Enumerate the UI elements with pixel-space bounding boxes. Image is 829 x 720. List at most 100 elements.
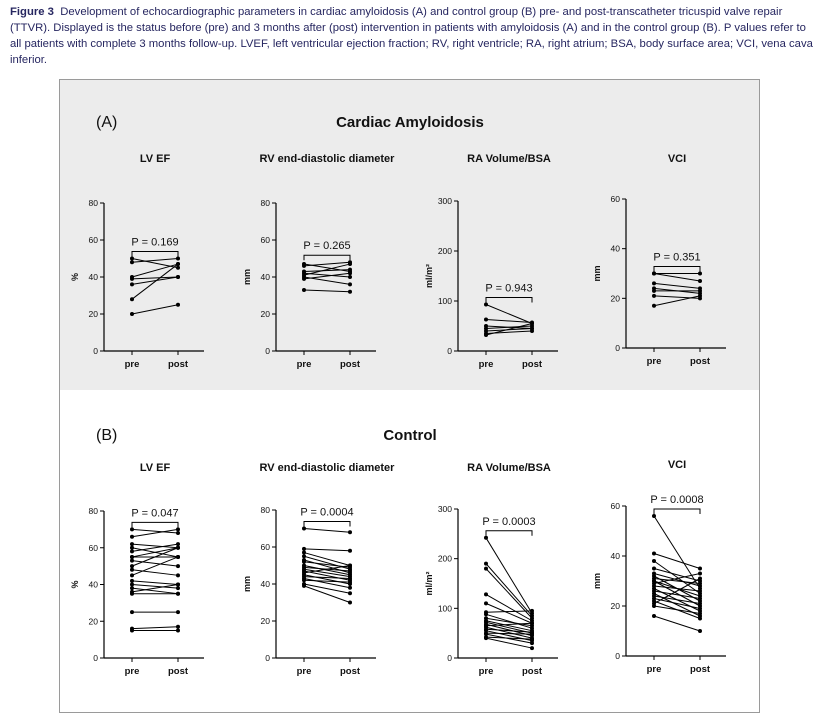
series-line (303, 565, 351, 574)
y-axis-label: mm (592, 573, 602, 589)
charts-group: LV EF 0 20 40 60 80% pre post P = 0.169 RV end-di… (70, 153, 726, 677)
data-point-pre (652, 614, 656, 618)
data-point-pre (302, 526, 306, 531)
data-point-pre (484, 592, 488, 597)
data-point-pre (302, 546, 306, 551)
chart-a-3: RA Volume/BSA 0 100 200 300 ml/m² pre post P = 0… (424, 153, 558, 370)
series-line (485, 304, 533, 324)
series-line (131, 304, 179, 315)
data-point-pre (130, 554, 134, 559)
y-tick-label: 20 (89, 616, 99, 626)
y-tick-label: 80 (89, 198, 99, 208)
series-line (485, 628, 533, 633)
chart-b-1: LV EF 0 20 40 60 80% pre post P = 0.047 (70, 462, 204, 677)
series-line (131, 626, 179, 630)
data-point-pre (484, 561, 488, 566)
series-line (303, 576, 351, 579)
series-line (485, 632, 533, 635)
significance-bracket (485, 297, 533, 303)
series-line (303, 574, 351, 585)
data-point-post (698, 606, 702, 611)
panel-a-title: Cardiac Amyloidosis (336, 114, 484, 131)
data-point-pre (484, 566, 488, 571)
series-line (131, 547, 179, 567)
series-line (653, 515, 701, 589)
series-line (485, 319, 533, 323)
y-axis-label: % (70, 273, 80, 281)
data-point-pre (302, 554, 306, 559)
data-point-pre (484, 636, 488, 641)
data-point-post (348, 585, 352, 590)
y-tick-label: 40 (89, 272, 99, 282)
chart-title: RA Volume/BSA (467, 153, 551, 165)
x-tick-label: pre (647, 664, 662, 675)
y-tick-label: 40 (261, 272, 271, 282)
data-point-post (176, 564, 180, 569)
data-point-post (176, 265, 180, 270)
y-tick-label: 20 (611, 293, 621, 303)
series-line (303, 552, 351, 566)
data-point-pre (652, 514, 656, 518)
x-tick-label: pre (125, 666, 140, 677)
chart-title: RV end-diastolic diameter (260, 153, 396, 165)
panel-a-letter: (A) (96, 114, 117, 131)
data-point-post (176, 591, 180, 596)
data-point-post (530, 329, 534, 333)
data-point-post (530, 321, 534, 326)
y-tick-label: 100 (438, 603, 452, 613)
significance-bracket (131, 521, 179, 528)
data-point-pre (130, 260, 134, 265)
data-point-pre (130, 545, 134, 550)
y-tick-label: 100 (438, 296, 452, 306)
data-point-post (176, 256, 180, 261)
y-tick-label: 60 (261, 235, 271, 245)
data-point-post (176, 573, 180, 578)
data-point-pre (652, 566, 656, 571)
series-line (303, 289, 351, 293)
data-point-post (176, 542, 180, 547)
data-point-post (348, 580, 352, 585)
data-point-pre (484, 601, 488, 606)
series-line (485, 620, 533, 632)
p-value-label: P = 0.169 (131, 237, 178, 249)
series-line (653, 560, 701, 594)
x-tick-label: pre (647, 356, 662, 367)
series-line (303, 565, 351, 576)
series-line (131, 556, 179, 576)
data-point-post (530, 632, 534, 637)
p-value-label: P = 0.0004 (300, 507, 353, 519)
data-point-post (348, 548, 352, 553)
series-line (303, 583, 351, 594)
x-tick-label: post (340, 359, 361, 370)
y-tick-label: 20 (611, 601, 621, 611)
series-line (485, 563, 533, 617)
series-line (653, 295, 701, 307)
series-line (653, 615, 701, 632)
y-tick-label: 0 (447, 653, 452, 663)
x-tick-label: post (522, 359, 543, 370)
y-tick-label: 60 (611, 194, 621, 204)
series-line (303, 568, 351, 578)
data-point-post (348, 262, 352, 267)
y-tick-label: 80 (261, 505, 271, 515)
data-point-pre (484, 333, 488, 337)
significance-bracket (303, 521, 351, 527)
series-line (303, 570, 351, 581)
data-point-pre (130, 610, 134, 615)
x-tick-label: pre (297, 666, 312, 677)
y-axis-label: ml/m² (424, 571, 434, 595)
series-line (485, 617, 533, 627)
y-tick-label: 0 (615, 343, 620, 353)
series-line (131, 569, 179, 576)
x-tick-label: post (168, 359, 189, 370)
series-line (653, 568, 701, 582)
series-line (485, 626, 533, 639)
series-line (653, 573, 701, 584)
caption-text: Development of echocardiographic paramet… (10, 6, 813, 66)
data-point-post (348, 600, 352, 605)
data-point-post (176, 545, 180, 550)
chart-a-1: LV EF 0 20 40 60 80% pre post P = 0.169 (70, 153, 204, 370)
data-point-pre (302, 287, 306, 292)
data-point-post (176, 610, 180, 615)
series-line (131, 528, 179, 534)
